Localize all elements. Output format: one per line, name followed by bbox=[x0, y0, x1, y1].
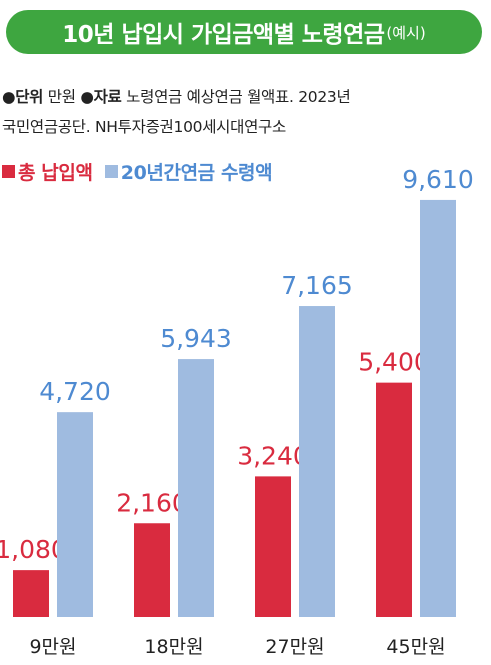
value-label-total-1: 1,080 bbox=[0, 535, 67, 564]
bar-pension-3 bbox=[299, 306, 335, 617]
value-label-total-4: 5,400 bbox=[358, 348, 430, 377]
unit-key: ●단위 bbox=[2, 88, 44, 106]
bar-total-1 bbox=[13, 570, 49, 617]
category-label-3: 27만원 bbox=[265, 636, 324, 658]
bar-pension-1 bbox=[57, 412, 93, 617]
source-info: ●단위 만원 ●자료 노령연금 예상연금 월액표. 2023년 국민연금공단. … bbox=[2, 82, 488, 142]
bar-pension-4 bbox=[420, 199, 456, 617]
value-label-total-3: 3,240 bbox=[237, 441, 309, 470]
category-label-4: 45만원 bbox=[386, 636, 445, 658]
source-text-1: 노령연금 예상연금 월액표. 2023년 bbox=[126, 88, 351, 106]
bar-total-2 bbox=[134, 523, 170, 617]
bar-total-3 bbox=[255, 476, 291, 617]
unit-value: 만원 bbox=[47, 88, 76, 106]
value-label-pension-2: 5,943 bbox=[160, 324, 232, 353]
bar-total-4 bbox=[376, 382, 412, 617]
source-key: ●자료 bbox=[80, 88, 122, 106]
category-label-2: 18만원 bbox=[144, 636, 203, 658]
value-label-total-2: 2,160 bbox=[116, 488, 188, 517]
legend-label-pension: 20년간연금 수령액 bbox=[120, 162, 273, 184]
legend-swatch-red bbox=[2, 165, 15, 178]
title-sub: (예시) bbox=[386, 23, 426, 42]
bar-pension-2 bbox=[178, 359, 214, 617]
legend: 총 납입액 20년간연금 수령액 bbox=[2, 158, 273, 185]
legend-label-total: 총 납입액 bbox=[18, 162, 93, 184]
value-label-pension-3: 7,165 bbox=[281, 271, 353, 300]
source-line-1: ●단위 만원 ●자료 노령연금 예상연금 월액표. 2023년 bbox=[2, 82, 488, 112]
value-label-pension-1: 4,720 bbox=[39, 377, 111, 406]
category-label-1: 9만원 bbox=[29, 636, 76, 658]
source-text-2: 국민연금공단. NH투자증권100세시대연구소 bbox=[2, 118, 286, 136]
value-label-pension-4: 9,610 bbox=[402, 165, 474, 194]
legend-swatch-blue bbox=[104, 165, 118, 178]
title-main: 10년 납입시 가입금액별 노령연금 bbox=[62, 22, 385, 48]
chart-title: 10년 납입시 가입금액별 노령연금 (예시) bbox=[6, 10, 482, 54]
